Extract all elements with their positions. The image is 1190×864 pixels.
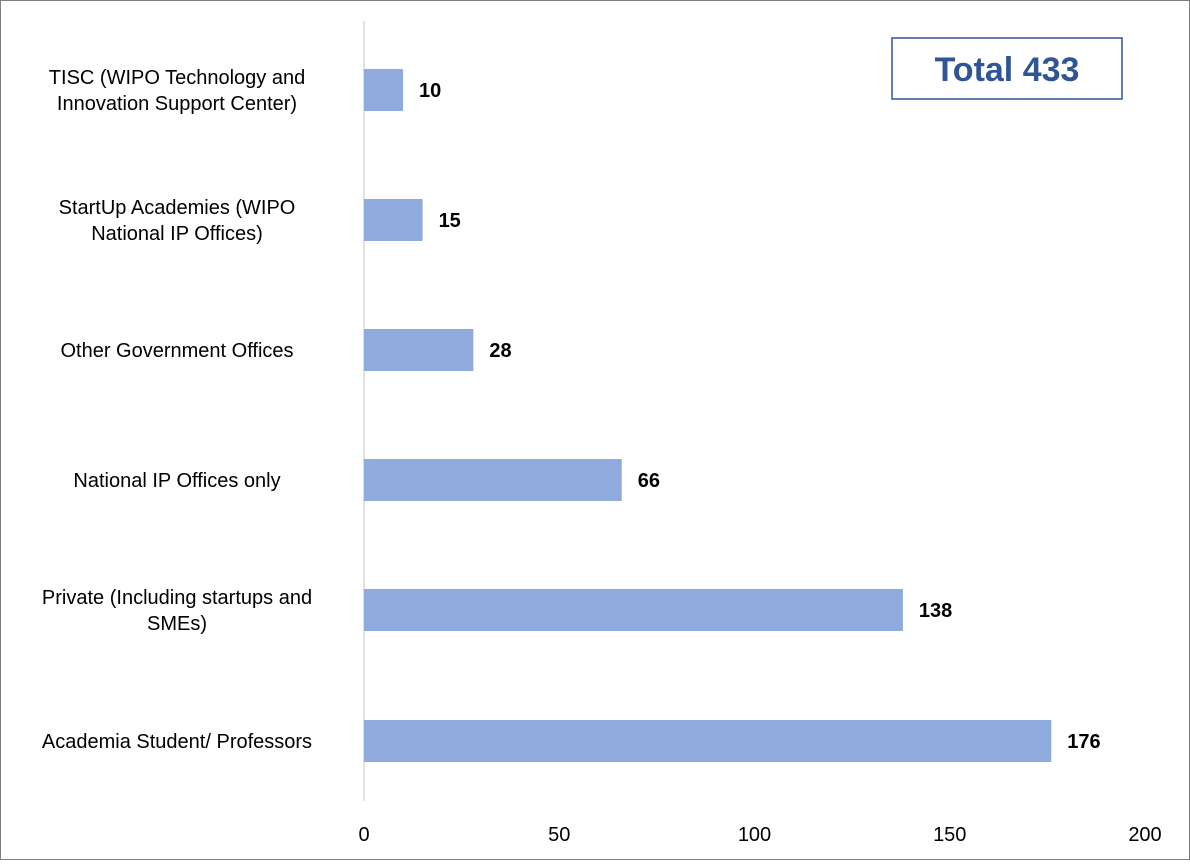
category-label-line: Other Government Offices bbox=[60, 340, 293, 362]
bar bbox=[364, 589, 903, 631]
total-annotation: Total 433 bbox=[935, 51, 1080, 89]
data-label: 10 bbox=[419, 80, 441, 102]
category-label: Private (Including startups and SMEs) bbox=[42, 587, 312, 635]
category-label-line: TISC (WIPO Technology and bbox=[49, 67, 305, 89]
data-label: 28 bbox=[489, 340, 511, 362]
total-box bbox=[891, 37, 1123, 100]
bar bbox=[364, 720, 1052, 762]
category-label-line: Innovation Support Center) bbox=[57, 93, 297, 115]
axis-layer: 0 50 100 150 200 bbox=[358, 21, 1162, 846]
category-label-line: Private (Including startups and bbox=[42, 587, 312, 609]
category-label: TISC (WIPO Technology and Innovation Supp… bbox=[49, 67, 305, 115]
category-label-line: Academia Student/ Professors bbox=[42, 731, 312, 753]
x-tick-label: 50 bbox=[548, 824, 570, 846]
category-label: Other Government Offices bbox=[60, 340, 293, 362]
data-label: 66 bbox=[638, 470, 660, 492]
bar bbox=[364, 329, 474, 371]
bar bbox=[364, 199, 423, 241]
category-label-line: SMEs) bbox=[147, 613, 207, 635]
x-tick-label: 150 bbox=[933, 824, 966, 846]
data-label: 15 bbox=[439, 210, 461, 232]
bar bbox=[364, 459, 622, 501]
category-label-line: StartUp Academies (WIPO bbox=[59, 197, 296, 219]
labels-layer: 10 TISC (WIPO Technology and Innovation Su… bbox=[42, 67, 1101, 753]
annotation-layer: Total 433 bbox=[891, 37, 1123, 100]
bars-layer bbox=[364, 69, 1052, 762]
bar bbox=[364, 69, 404, 111]
x-tick-label: 200 bbox=[1128, 824, 1161, 846]
category-label: National IP Offices only bbox=[73, 470, 280, 492]
category-label: Academia Student/ Professors bbox=[42, 731, 312, 753]
x-tick-label: 100 bbox=[738, 824, 771, 846]
category-label-line: National IP Offices) bbox=[91, 223, 263, 245]
category-label-line: National IP Offices only bbox=[73, 470, 280, 492]
data-label: 138 bbox=[919, 600, 952, 622]
data-label: 176 bbox=[1067, 731, 1100, 753]
category-label: StartUp Academies (WIPO National IP Offic… bbox=[59, 197, 296, 245]
x-tick-label: 0 bbox=[358, 824, 369, 846]
